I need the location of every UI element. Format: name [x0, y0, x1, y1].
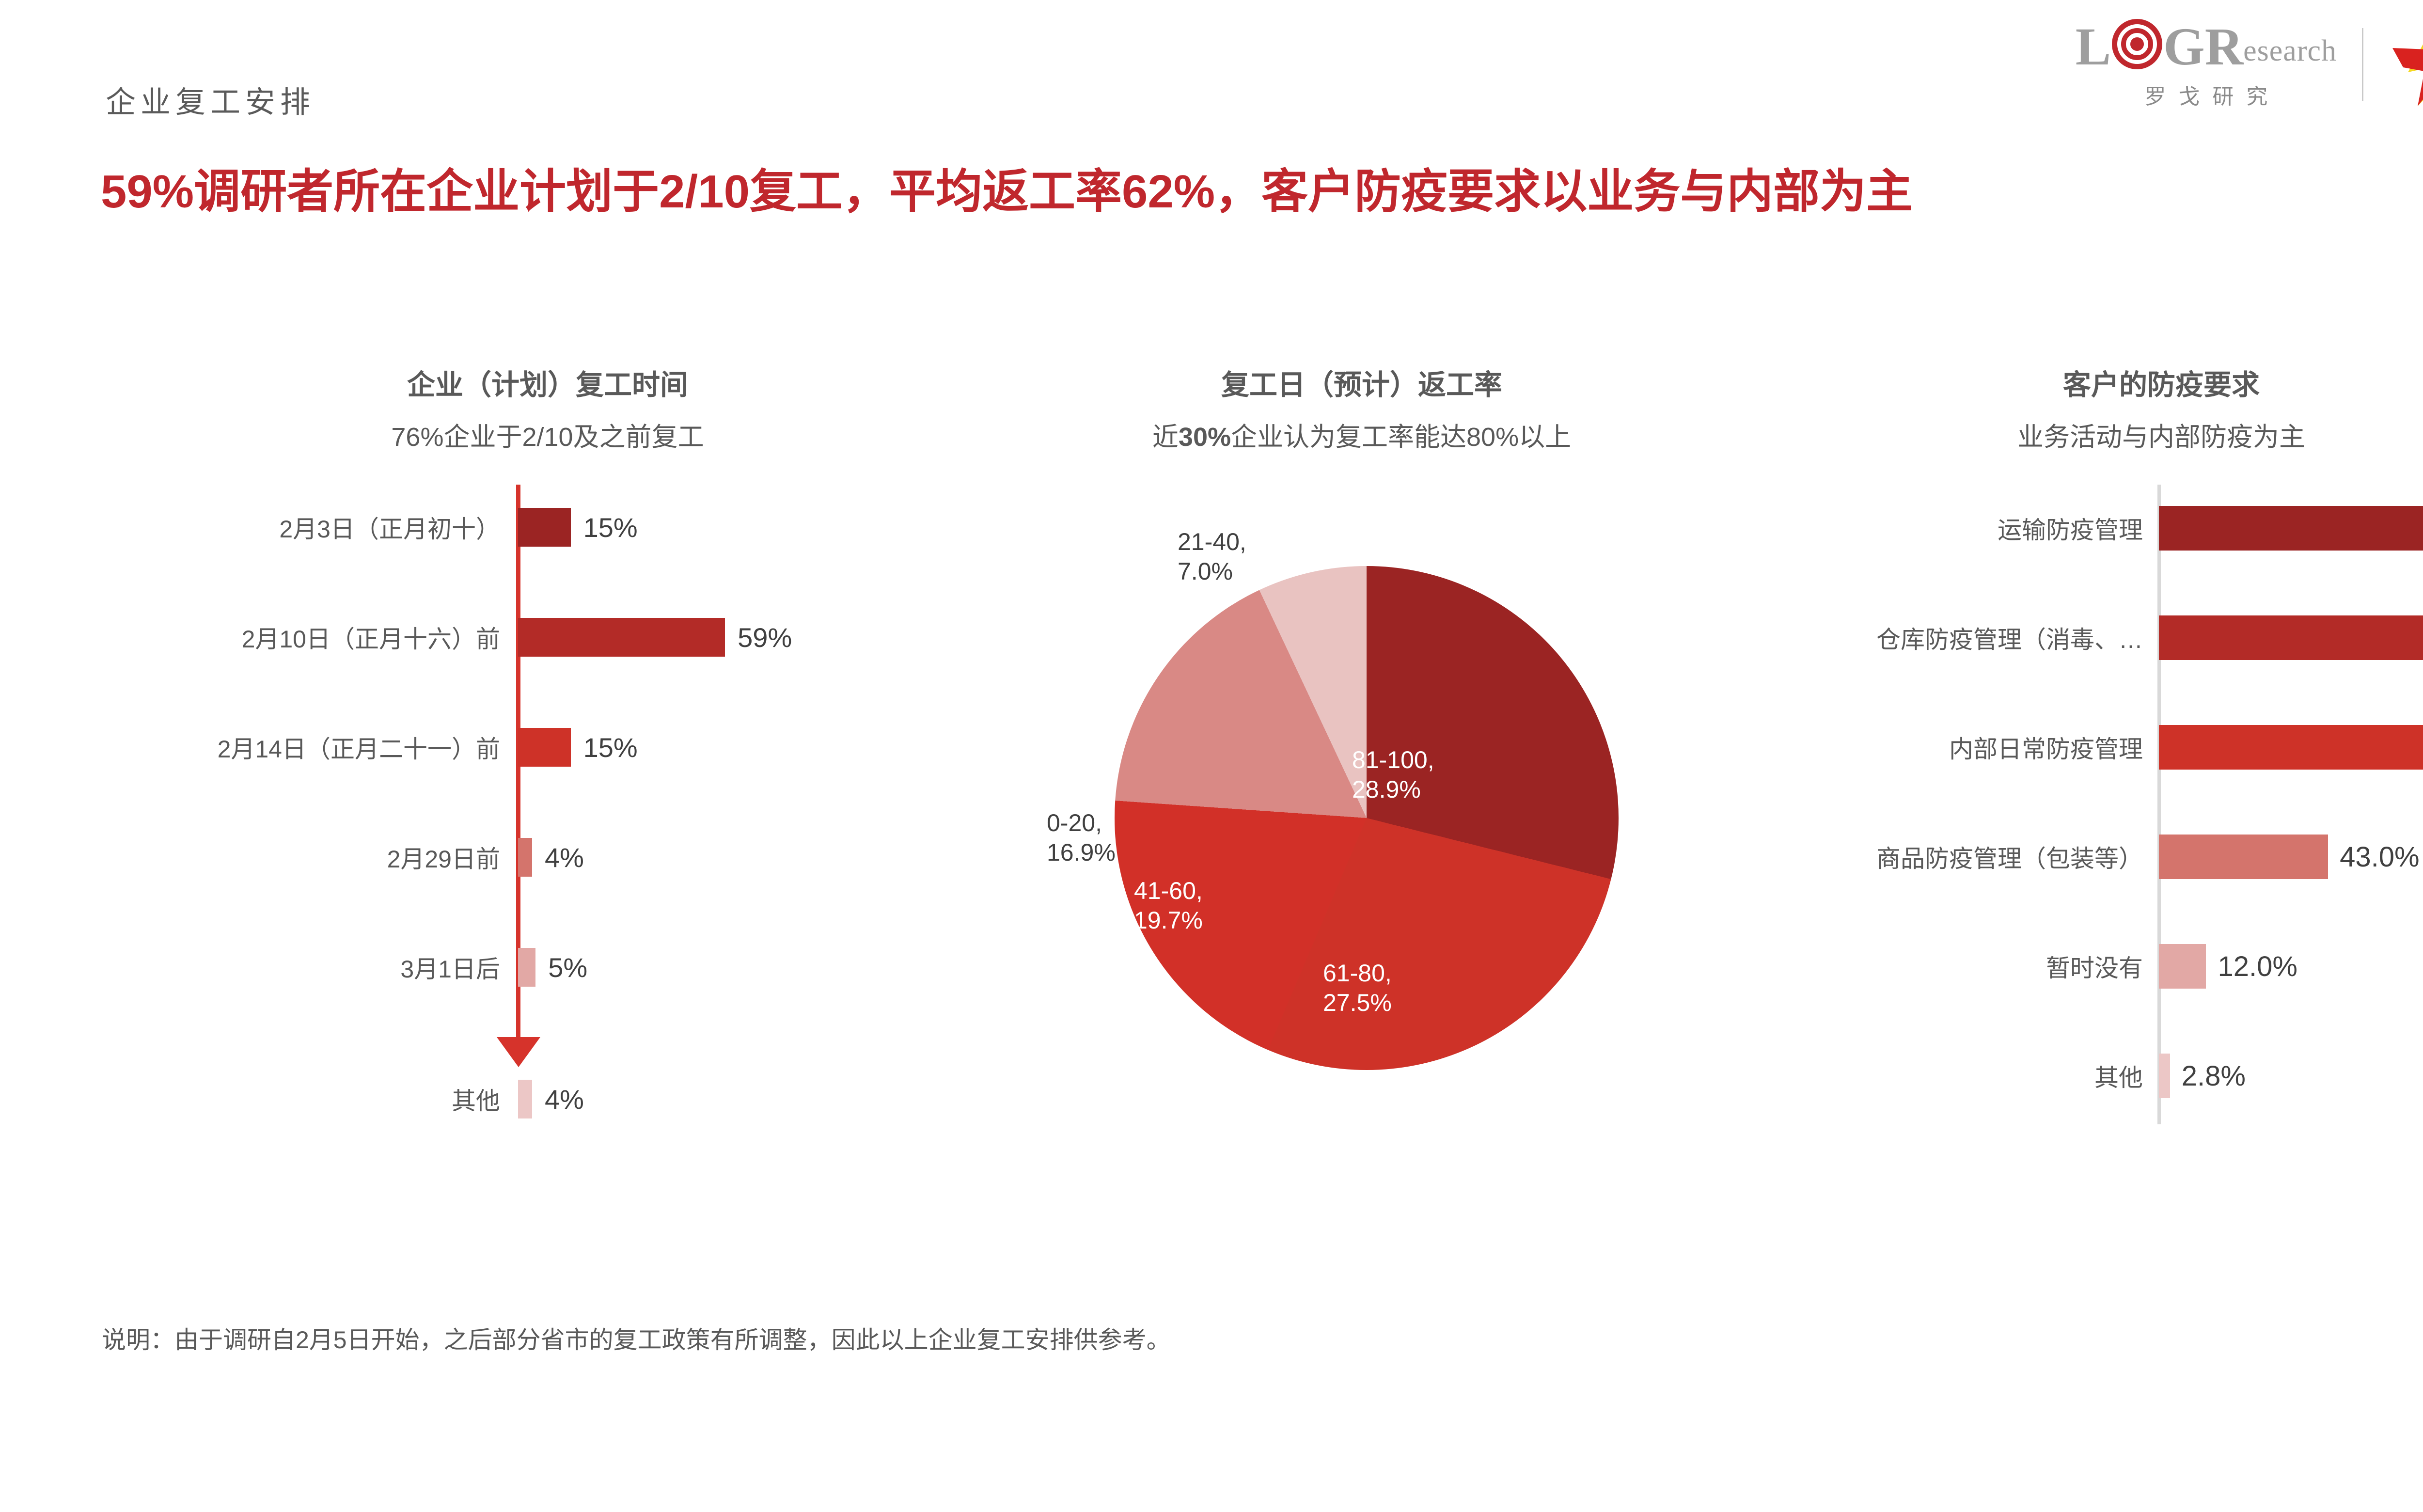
logr-research-text: esearch: [2243, 34, 2337, 67]
chart3-category-label: 仓库防疫管理（消毒、…: [1876, 626, 2143, 654]
chart3-bar-row: 暂时没有 12.0%: [1715, 944, 2423, 989]
chart1-title: 企业（计划）复工时间: [407, 369, 688, 401]
chart3-category-label: 运输防疫管理: [1998, 517, 2143, 544]
chart1-category-label: 2月10日（正月十六）前: [241, 626, 500, 653]
chart1-bar: [518, 618, 725, 657]
chart1-bar: [518, 838, 532, 877]
chart2-subtitle: 近30%企业认为复工率能达80%以上: [1152, 422, 1572, 452]
partner-logo: 想乐诺 联天下 想必达: [2389, 21, 2423, 108]
logr-letter-l: L: [2075, 16, 2111, 76]
pie-slice-label: 21-40, 7.0%: [1178, 528, 1246, 585]
chart1-bar: [518, 508, 571, 547]
chart1-bar: [518, 948, 536, 987]
logo-divider: [2362, 28, 2363, 101]
chart3-value-label: 43.0%: [2340, 841, 2420, 873]
pie-slice-label: 41-60, 19.7%: [1134, 877, 1203, 934]
chart3-category-label: 暂时没有: [2046, 955, 2143, 982]
chart1-bar-row: 其他 4%: [87, 1080, 1008, 1119]
pie-slice-label: 61-80, 27.5%: [1323, 960, 1392, 1017]
panel-rework-schedule: 企业（计划）复工时间 76%企业于2/10及之前复工 2月3日（正月初十） 15%…: [87, 368, 1008, 1144]
chart3-bar: [2159, 944, 2206, 989]
chart1-value-label: 59%: [738, 622, 792, 653]
chart1-value-label: 4%: [544, 1084, 584, 1115]
chart1-axis-arrowhead-icon: [497, 1037, 540, 1068]
chart3-category-label: 内部日常防疫管理: [1949, 736, 2143, 763]
chart3-bar-chart: 运输防疫管理71.8% 仓库防疫管理（消毒、…70.4% 内部日常防疫管理68.3%…: [1715, 485, 2423, 1144]
chart3-title: 客户的防疫要求: [2062, 369, 2260, 401]
logr-chinese-name: 罗戈研究: [2144, 85, 2281, 109]
chart3-category-label: 商品防疫管理（包装等）: [1876, 845, 2143, 873]
page-title: 59%调研者所在企业计划于2/10复工，平均返工率62%，客户防疫要求以业务与内…: [101, 166, 1913, 218]
logo-zone: L G R esearch 罗戈研究 想乐诺 联天下 想必达: [2076, 14, 2423, 115]
panel-return-rate: 复工日（预计）返工率 近30%企业认为复工率能达80%以上 81-100, 28…: [1018, 368, 1706, 1099]
chart1-bar-row: 2月14日（正月二十一）前 15%: [87, 728, 1008, 767]
chart3-bar-row: 内部日常防疫管理68.3%: [1715, 725, 2423, 770]
chart1-bar: [518, 728, 571, 767]
chart3-bar-row: 商品防疫管理（包装等） 43.0%: [1715, 835, 2423, 880]
chart3-bar: [2159, 1054, 2170, 1099]
chart1-category-label: 2月3日（正月初十）: [279, 516, 500, 543]
pie-slice-label: 0-20, 16.9%: [1047, 809, 1116, 866]
chart1-category-label: 其他: [452, 1087, 500, 1115]
logr-letter-r: R: [2204, 16, 2244, 76]
chart3-bar: [2159, 615, 2423, 661]
chart1-bar-chart: 2月3日（正月初十） 15% 2月10日（正月十六）前 59% 2月14日（正月二十一）…: [87, 485, 1008, 1144]
logr-research-logo: L G R esearch 罗戈研究: [2076, 19, 2337, 110]
panel-customer-requirements: 客户的防疫要求 业务活动与内部防疫为主 运输防疫管理71.8% 仓库防疫管理（消毒…: [1715, 368, 2423, 1144]
eyebrow-label: 企业复工安排: [106, 86, 315, 119]
chart1-bar-row: 2月3日（正月初十） 15%: [87, 508, 1008, 547]
chart2-title: 复工日（预计）返工率: [1221, 369, 1502, 401]
chart3-axis-line: [2157, 485, 2161, 1125]
chart3-bar-row: 其他 2.8%: [1715, 1054, 2423, 1099]
chart3-bar: [2159, 835, 2329, 880]
pie-graphic: [1115, 566, 1619, 1071]
chart1-bar-row: 2月29日前 4%: [87, 838, 1008, 877]
chart3-category-label: 其他: [2094, 1064, 2143, 1092]
chart3-bar-row: 仓库防疫管理（消毒、…70.4%: [1715, 615, 2423, 661]
chart1-category-label: 3月1日后: [400, 956, 500, 983]
chart1-bar-row: 2月10日（正月十六）前 59%: [87, 618, 1008, 657]
chart3-bar-row: 运输防疫管理71.8%: [1715, 506, 2423, 551]
chart1-value-label: 15%: [583, 732, 638, 763]
chart1-value-label: 5%: [548, 952, 588, 983]
chart1-subtitle: 76%企业于2/10及之前复工: [391, 422, 704, 452]
chart1-category-label: 2月29日前: [387, 846, 500, 873]
chart1-bar-row: 3月1日后 5%: [87, 948, 1008, 987]
chart3-subtitle: 业务活动与内部防疫为主: [2017, 422, 2305, 452]
bullseye-icon: [2112, 19, 2163, 69]
chart1-value-label: 4%: [544, 842, 584, 873]
logr-wordmark: L G R esearch: [2075, 16, 2337, 76]
chart1-category-label: 2月14日（正月二十一）前: [217, 736, 500, 763]
chart3-bar: [2159, 506, 2423, 551]
footnote: 说明：由于调研自2月5日开始，之后部分省市的复工政策有所调整，因此以上企业复工安…: [102, 1326, 1171, 1354]
chart2-pie-chart: 81-100, 28.9% 61-80, 27.5% 41-60, 19.7% 0-2…: [1018, 469, 1706, 1099]
chart1-value-label: 15%: [583, 512, 638, 543]
lightning-bolt-icon: [2389, 21, 2423, 108]
chart3-bar: [2159, 725, 2423, 770]
chart1-bar: [518, 1080, 532, 1119]
chart3-value-label: 2.8%: [2181, 1060, 2246, 1092]
chart3-value-label: 12.0%: [2218, 950, 2297, 982]
logr-letter-g: G: [2163, 16, 2205, 76]
pie-slice-label: 81-100, 28.9%: [1352, 746, 1434, 803]
